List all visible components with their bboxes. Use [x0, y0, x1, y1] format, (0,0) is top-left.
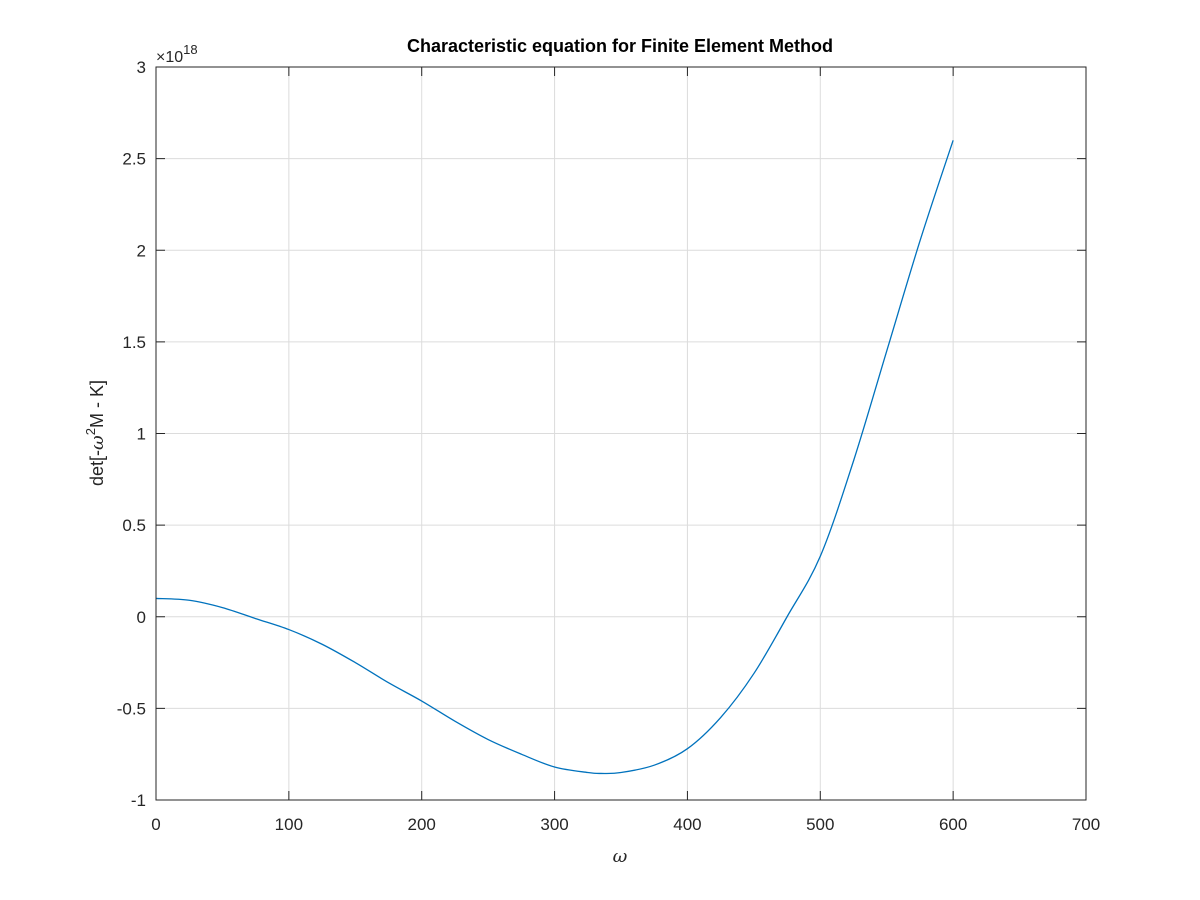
- y-axis-label: det[-ω2M - K]: [83, 380, 108, 486]
- y-tick-label: 2: [137, 241, 146, 260]
- y-tick-label: -1: [131, 791, 146, 810]
- series-line: [155, 140, 954, 775]
- y-axis-label-omega: ω: [87, 435, 108, 450]
- y-tick-label: 1.5: [122, 333, 146, 352]
- x-tick-label: 500: [806, 815, 834, 834]
- y-axis-label-prefix: det[-: [87, 450, 107, 486]
- x-tick-label: 200: [408, 815, 436, 834]
- x-tick-label: 100: [275, 815, 303, 834]
- y-ticks: -1 -0.5 0 0.5 1 1.5 2 2.5 3: [117, 58, 1086, 810]
- y-axis-exponent: ×1018: [156, 42, 198, 66]
- y-tick-label: 2.5: [122, 150, 146, 169]
- y-exponent-power: 18: [183, 42, 197, 57]
- x-tick-label: 600: [939, 815, 967, 834]
- x-tick-label: 300: [540, 815, 568, 834]
- x-tick-label: 700: [1072, 815, 1100, 834]
- y-tick-label: -0.5: [117, 699, 146, 718]
- axes-box: [155, 66, 1087, 801]
- y-tick-label: 0: [137, 608, 146, 627]
- plot-area: [155, 140, 954, 775]
- x-axis-label: ω: [613, 846, 628, 867]
- y-axis-label-superscript: 2: [83, 428, 98, 435]
- y-exponent-base: ×10: [156, 49, 183, 66]
- x-ticks: 0 100 200 300 400 500 600 700: [151, 67, 1100, 834]
- y-axis-label-suffix: M - K]: [87, 380, 107, 428]
- x-tick-label: 400: [673, 815, 701, 834]
- y-tick-label: 1: [137, 425, 146, 444]
- x-tick-label: 0: [151, 815, 160, 834]
- grid-lines: [156, 67, 1086, 800]
- y-tick-label: 0.5: [122, 516, 146, 535]
- chart-title: Characteristic equation for Finite Eleme…: [407, 36, 833, 56]
- y-tick-label: 3: [137, 58, 146, 77]
